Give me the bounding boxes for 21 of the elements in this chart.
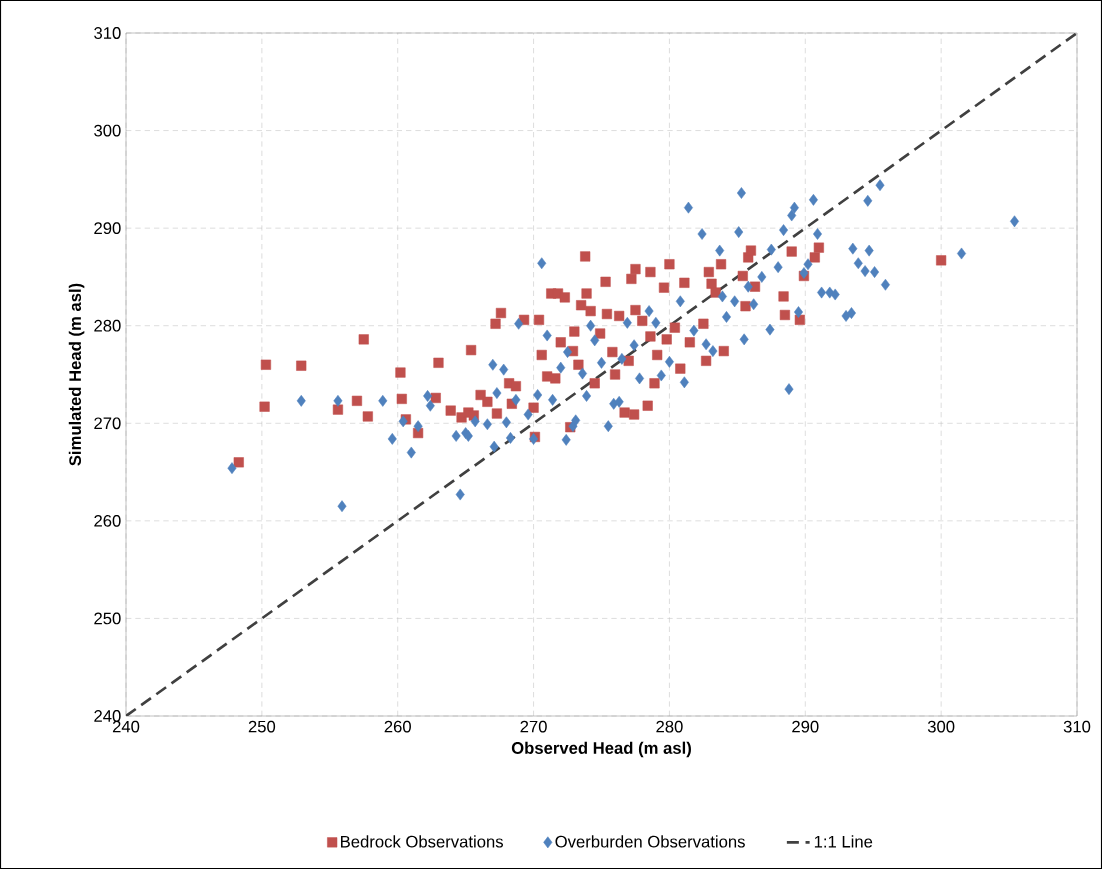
legend-label: 1:1 Line [814,835,873,848]
y-tick-label: 280 [94,319,121,332]
y-tick-label: 250 [94,612,121,625]
x-tick-label: 310 [1063,720,1091,733]
x-tick-label: 260 [384,720,411,733]
x-axis-title: Observed Head (m asl) [511,741,691,758]
y-tick-label: 300 [94,124,121,137]
y-tick-label: 310 [94,27,121,39]
x-tick-label: 280 [656,720,683,733]
y-axis-title: Simulated Head (m asl) [68,283,85,466]
legend-label: Bedrock Observations [341,835,503,848]
y-tick-label: 270 [94,417,121,430]
x-tick-label: 270 [520,720,547,733]
x-tick-label: 250 [248,720,276,733]
x-tick-label: 240 [112,720,140,733]
legend-label: Overburden Observations [555,835,745,848]
y-tick-label: 290 [94,222,121,235]
y-tick-label: 240 [94,710,121,722]
x-tick-label: 290 [792,720,819,733]
y-tick-label: 260 [94,514,121,527]
x-tick-label: 300 [927,720,955,733]
